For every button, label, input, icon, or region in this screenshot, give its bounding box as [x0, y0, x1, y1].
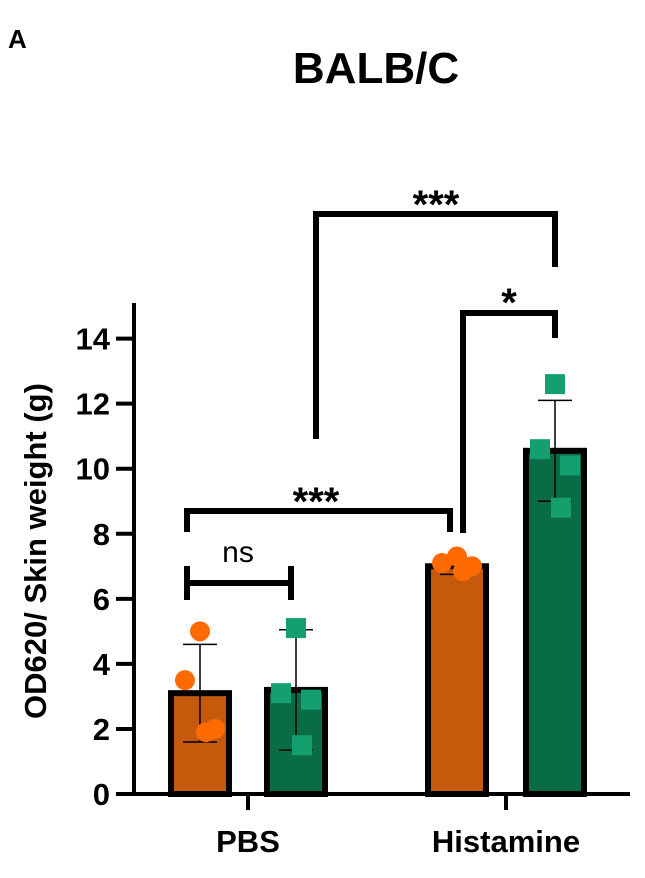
data-point-1-0-2 — [301, 689, 321, 710]
chart-title: BALB/C — [293, 44, 459, 93]
sig-label-2: * — [501, 281, 517, 325]
y-tick-label-12: 12 — [76, 387, 110, 422]
data-point-0-0-0 — [190, 621, 210, 642]
y-tick-label-6: 6 — [93, 582, 110, 617]
data-point-1-1-0 — [545, 374, 565, 395]
data-point-1-0-1 — [271, 683, 291, 704]
x-tick-label-0: PBS — [216, 824, 280, 859]
bar-0-1 — [425, 563, 489, 797]
y-tick-label-4: 4 — [93, 647, 111, 682]
sig-label-3: *** — [413, 183, 460, 227]
data-point-1-1-1 — [530, 439, 550, 460]
y-tick-label-10: 10 — [76, 452, 110, 487]
sig-label-0: ns — [222, 536, 254, 569]
y-tick-label-8: 8 — [93, 517, 110, 552]
bar-1-1 — [523, 447, 587, 797]
sig-label-1: *** — [293, 480, 340, 524]
data-point-1-1-2 — [560, 455, 580, 476]
y-axis-label: OD620/ Skin weight (g) — [18, 383, 53, 719]
data-point-0-0-1 — [175, 670, 195, 691]
data-point-0-0-3 — [196, 722, 216, 743]
data-point-0-1-1 — [432, 553, 452, 574]
data-point-1-1-3 — [551, 497, 571, 518]
y-tick-label-14: 14 — [76, 322, 111, 357]
y-tick-label-0: 0 — [93, 777, 110, 812]
data-point-1-0-3 — [292, 735, 312, 756]
panel-label: A — [8, 24, 27, 54]
y-tick-label-2: 2 — [93, 712, 110, 747]
x-tick-label-1: Histamine — [432, 824, 580, 859]
data-point-1-0-0 — [286, 618, 306, 639]
data-point-0-1-3 — [453, 561, 473, 582]
